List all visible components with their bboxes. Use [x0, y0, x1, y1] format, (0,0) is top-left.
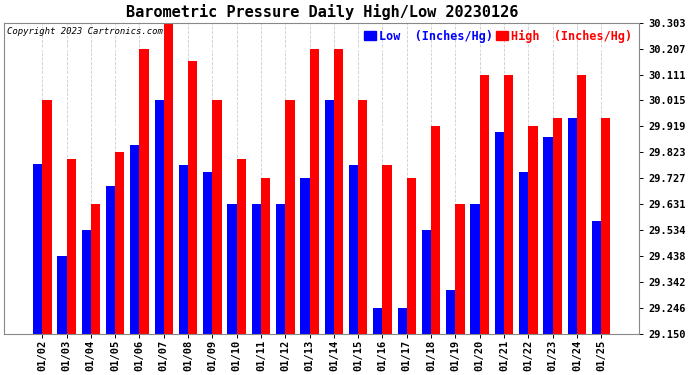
Bar	[81, 230, 91, 334]
Bar	[188, 62, 197, 334]
Bar	[179, 165, 188, 334]
Bar	[358, 100, 367, 334]
Bar	[397, 308, 407, 334]
Bar	[106, 186, 115, 334]
Bar	[543, 137, 553, 334]
Bar	[164, 23, 173, 334]
Bar	[495, 132, 504, 334]
Bar	[139, 49, 149, 334]
Bar	[446, 290, 455, 334]
Bar	[382, 165, 392, 334]
Title: Barometric Pressure Daily High/Low 20230126: Barometric Pressure Daily High/Low 20230…	[126, 4, 518, 20]
Bar	[300, 178, 310, 334]
Bar	[455, 204, 464, 334]
Bar	[130, 145, 139, 334]
Legend: Low  (Inches/Hg), High  (Inches/Hg): Low (Inches/Hg), High (Inches/Hg)	[363, 28, 633, 44]
Text: Copyright 2023 Cartronics.com: Copyright 2023 Cartronics.com	[8, 27, 164, 36]
Bar	[115, 152, 124, 334]
Bar	[237, 159, 246, 334]
Bar	[261, 178, 270, 334]
Bar	[568, 118, 577, 334]
Bar	[553, 118, 562, 334]
Bar	[592, 220, 601, 334]
Bar	[519, 172, 529, 334]
Bar	[422, 230, 431, 334]
Bar	[349, 165, 358, 334]
Bar	[57, 256, 66, 334]
Bar	[91, 204, 100, 334]
Bar	[407, 178, 416, 334]
Bar	[431, 126, 440, 334]
Bar	[155, 100, 164, 334]
Bar	[276, 204, 285, 334]
Bar	[480, 75, 489, 334]
Bar	[310, 49, 319, 334]
Bar	[42, 100, 52, 334]
Bar	[252, 204, 261, 334]
Bar	[33, 164, 42, 334]
Bar	[66, 159, 76, 334]
Bar	[285, 100, 295, 334]
Bar	[471, 204, 480, 334]
Bar	[228, 204, 237, 334]
Bar	[203, 172, 213, 334]
Bar	[213, 100, 221, 334]
Bar	[373, 308, 382, 334]
Bar	[504, 75, 513, 334]
Bar	[325, 100, 334, 334]
Bar	[334, 49, 343, 334]
Bar	[601, 118, 611, 334]
Bar	[577, 75, 586, 334]
Bar	[529, 126, 538, 334]
